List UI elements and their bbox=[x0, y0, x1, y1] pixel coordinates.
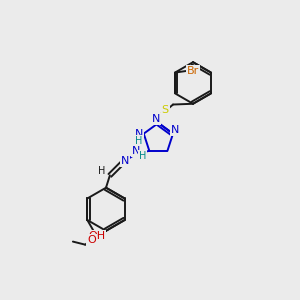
Text: N: N bbox=[132, 146, 140, 157]
Text: H: H bbox=[98, 166, 106, 176]
Text: O: O bbox=[87, 235, 96, 245]
Text: H: H bbox=[139, 151, 146, 161]
Text: N: N bbox=[121, 156, 129, 166]
Text: S: S bbox=[162, 105, 169, 115]
Text: H: H bbox=[135, 136, 142, 146]
Text: Br: Br bbox=[187, 66, 199, 76]
Text: OH: OH bbox=[88, 231, 105, 241]
Text: N: N bbox=[152, 114, 160, 124]
Text: N: N bbox=[171, 125, 179, 135]
Text: N: N bbox=[135, 129, 143, 139]
